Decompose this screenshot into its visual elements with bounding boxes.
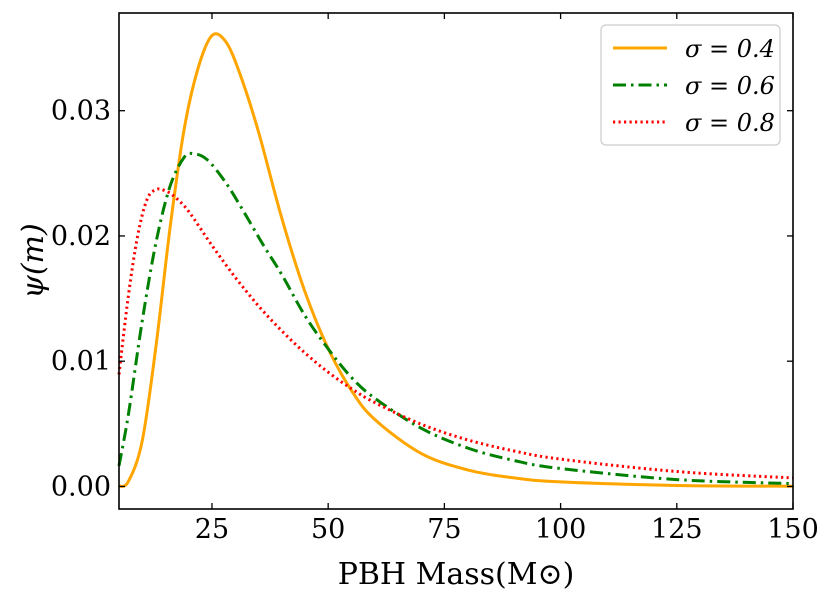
- series-line-1: [117, 151, 794, 486]
- x-tick-label: 75: [427, 514, 461, 545]
- series-line-2: [117, 187, 794, 480]
- x-tick-label: 25: [195, 514, 229, 545]
- x-axis-label: PBH Mass(M⊙): [338, 557, 575, 592]
- legend-label-1: σ = 0.6: [685, 72, 775, 100]
- x-tick-label: 125: [651, 514, 703, 545]
- y-axis-label: ψ(m): [16, 223, 51, 298]
- legend-label-0: σ = 0.4: [685, 35, 775, 63]
- x-tick-label: 100: [535, 514, 587, 545]
- y-tick-label: 0.03: [51, 96, 111, 127]
- x-axis-label-group: PBH Mass(M⊙): [338, 557, 575, 592]
- ticks: 25 50 75 100 125 150 0.00 0.01 0.02 0.03: [51, 13, 819, 545]
- legend-label-2: σ = 0.8: [685, 109, 775, 137]
- x-tick-label: 150: [767, 514, 819, 545]
- legend-box: [600, 24, 781, 146]
- y-tick-label: 0.01: [51, 346, 111, 377]
- y-tick-label: 0.02: [51, 221, 111, 252]
- series-line-0: [118, 32, 794, 488]
- plot-area: [117, 32, 794, 488]
- x-tick-label: 50: [311, 514, 345, 545]
- y-axis-label-group: ψ(m): [16, 223, 51, 298]
- legend: σ = 0.4 σ = 0.6 σ = 0.8: [600, 24, 781, 146]
- y-tick-label: 0.00: [51, 471, 111, 502]
- plot-frame: [118, 12, 794, 510]
